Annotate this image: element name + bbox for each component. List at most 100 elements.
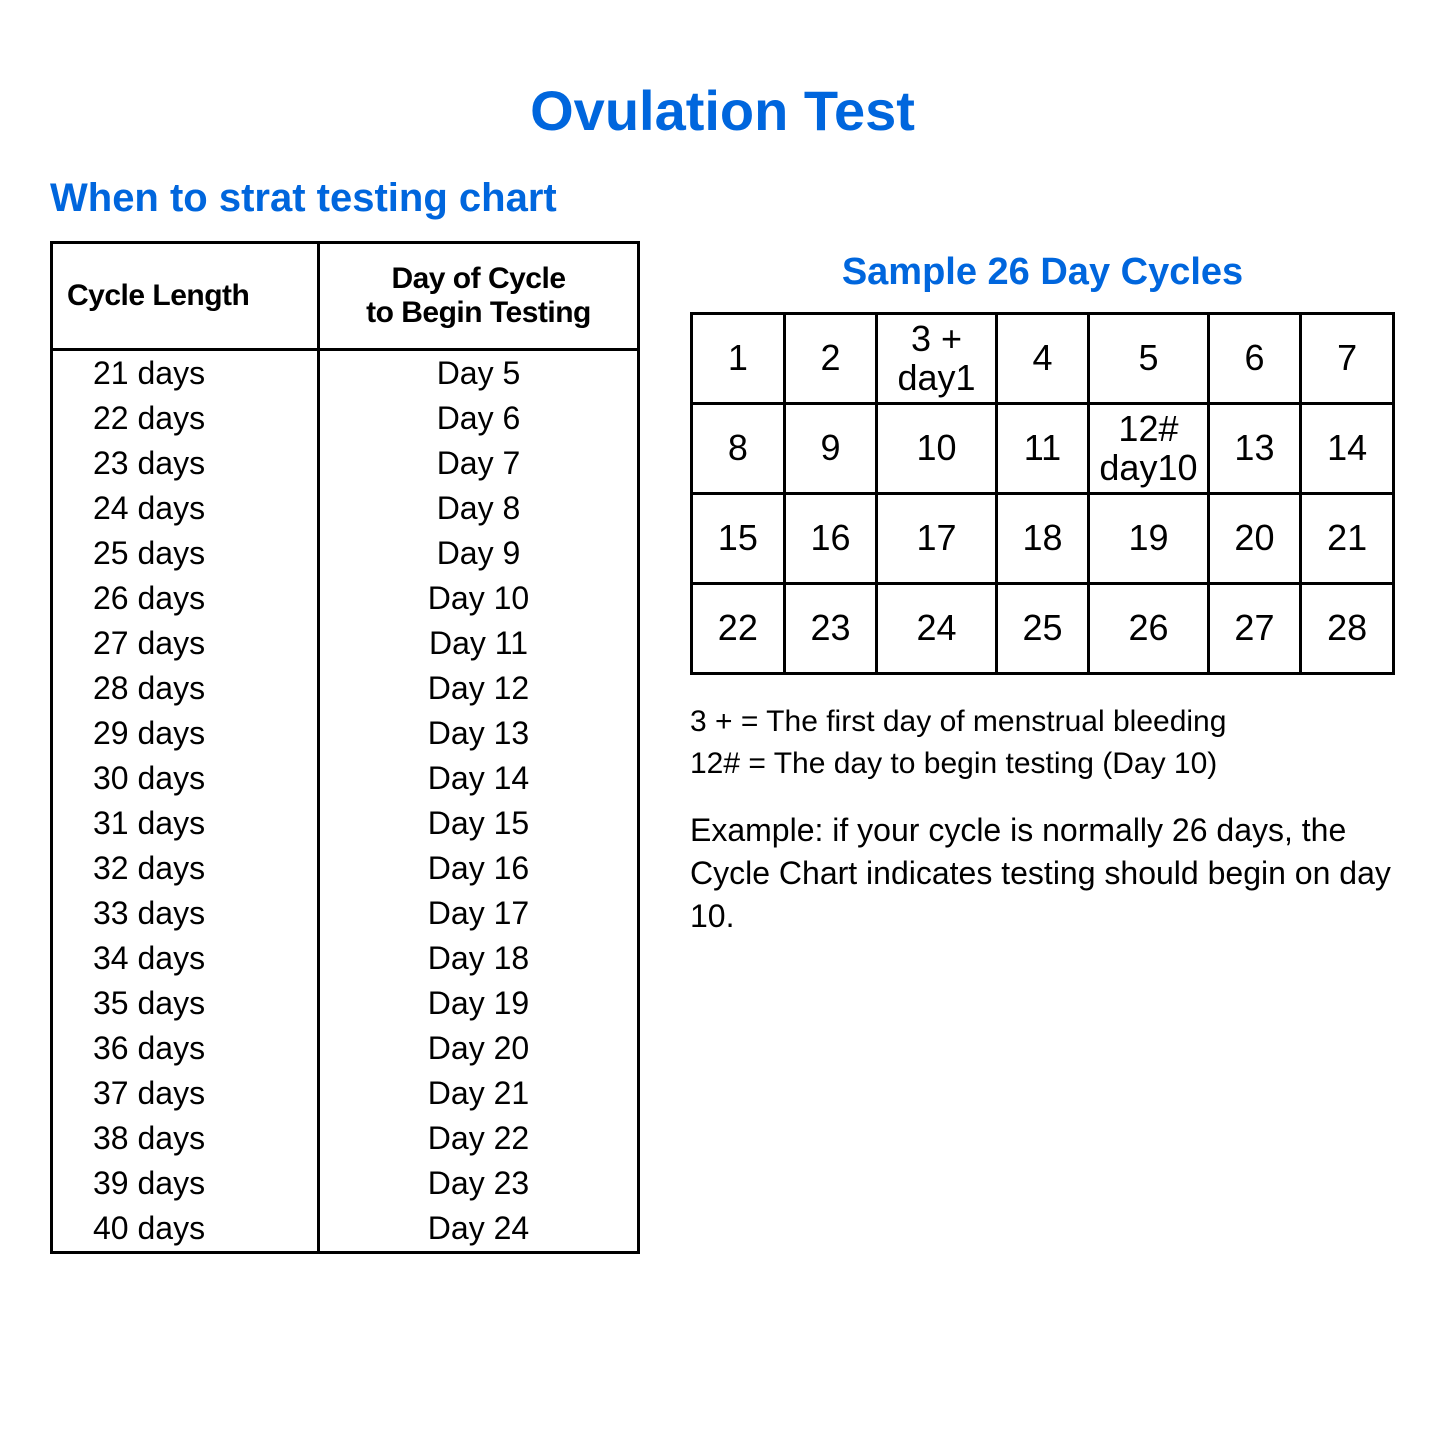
table-row: 36 daysDay 20	[52, 1026, 639, 1071]
legend-1: 3 + = The first day of menstrual bleedin…	[690, 705, 1395, 739]
content-row: Cycle Length Day of Cycle to Begin Testi…	[50, 241, 1395, 1254]
calendar-cell: 13	[1208, 403, 1301, 493]
cycle-length-cell: 27 days	[52, 621, 319, 666]
calendar-cell: 18	[996, 493, 1089, 583]
sample-calendar: 123 +day1456789101112#day1013 1 4 151617181…	[690, 312, 1395, 675]
cycle-length-cell: 40 days	[52, 1206, 319, 1253]
begin-day-cell: Day 12	[318, 666, 638, 711]
cycle-length-cell: 25 days	[52, 531, 319, 576]
begin-day-cell: Day 13	[318, 711, 638, 756]
calendar-cell: 3 +day1	[877, 313, 996, 403]
cycle-length-cell: 35 days	[52, 981, 319, 1026]
cycle-length-cell: 38 days	[52, 1116, 319, 1161]
calendar-cell: 1	[692, 313, 785, 403]
calendar-cell: 20	[1208, 493, 1301, 583]
begin-day-cell: Day 8	[318, 486, 638, 531]
cycle-length-cell: 30 days	[52, 756, 319, 801]
table-row: 25 daysDay 9	[52, 531, 639, 576]
cycle-length-cell: 32 days	[52, 846, 319, 891]
cycle-length-cell: 37 days	[52, 1071, 319, 1116]
calendar-row: 123 +day14567	[692, 313, 1394, 403]
cycle-length-cell: 34 days	[52, 936, 319, 981]
begin-day-cell: Day 23	[318, 1161, 638, 1206]
table-row: 23 daysDay 7	[52, 441, 639, 486]
table-row: 22 daysDay 6	[52, 396, 639, 441]
calendar-cell: 25	[996, 583, 1089, 673]
cycle-table-container: Cycle Length Day of Cycle to Begin Testi…	[50, 241, 640, 1254]
cycle-length-cell: 39 days	[52, 1161, 319, 1206]
calendar-cell: 6	[1208, 313, 1301, 403]
calendar-row: 22232425262728	[692, 583, 1394, 673]
begin-day-cell: Day 17	[318, 891, 638, 936]
begin-day-cell: Day 9	[318, 531, 638, 576]
calendar-cell: 9	[784, 403, 877, 493]
calendar-cell: 23	[784, 583, 877, 673]
calendar-cell: 8	[692, 403, 785, 493]
table-row: 32 daysDay 16	[52, 846, 639, 891]
calendar-cell: 15	[692, 493, 785, 583]
cycle-length-cell: 28 days	[52, 666, 319, 711]
begin-day-cell: Day 11	[318, 621, 638, 666]
begin-day-cell: Day 6	[318, 396, 638, 441]
table-row: 28 daysDay 12	[52, 666, 639, 711]
begin-day-cell: Day 20	[318, 1026, 638, 1071]
calendar-cell: 28	[1301, 583, 1394, 673]
table-row: 38 daysDay 22	[52, 1116, 639, 1161]
cycle-table-header-length: Cycle Length	[52, 242, 319, 349]
calendar-row: 89101112#day101314	[692, 403, 1394, 493]
page-title: Ovulation Test	[50, 78, 1395, 143]
calendar-cell: 27	[1208, 583, 1301, 673]
calendar-cell: 24	[877, 583, 996, 673]
table-row: 34 daysDay 18	[52, 936, 639, 981]
cycle-length-cell: 31 days	[52, 801, 319, 846]
calendar-cell: 5	[1089, 313, 1208, 403]
cycle-length-cell: 33 days	[52, 891, 319, 936]
table-row: 35 daysDay 19	[52, 981, 639, 1026]
table-row: 21 daysDay 5	[52, 349, 639, 396]
begin-day-cell: Day 22	[318, 1116, 638, 1161]
cycle-table-header-day: Day of Cycle to Begin Testing	[318, 242, 638, 349]
calendar-cell: 11	[996, 403, 1089, 493]
table-row: 40 daysDay 24	[52, 1206, 639, 1253]
calendar-cell: 4	[996, 313, 1089, 403]
cycle-length-cell: 36 days	[52, 1026, 319, 1071]
legend-2: 12# = The day to begin testing (Day 10)	[690, 747, 1395, 781]
cycle-length-cell: 22 days	[52, 396, 319, 441]
begin-day-cell: Day 14	[318, 756, 638, 801]
cycle-length-table: Cycle Length Day of Cycle to Begin Testi…	[50, 241, 640, 1254]
table-row: 30 daysDay 14	[52, 756, 639, 801]
begin-day-cell: Day 5	[318, 349, 638, 396]
cycle-length-cell: 24 days	[52, 486, 319, 531]
calendar-cell: 10	[877, 403, 996, 493]
cycle-length-cell: 26 days	[52, 576, 319, 621]
calendar-cell: 2	[784, 313, 877, 403]
cycle-length-cell: 29 days	[52, 711, 319, 756]
sample-container: Sample 26 Day Cycles 123 +day14567891011…	[690, 241, 1395, 939]
table-row: 31 daysDay 15	[52, 801, 639, 846]
table-row: 24 daysDay 8	[52, 486, 639, 531]
begin-day-cell: Day 7	[318, 441, 638, 486]
cycle-length-cell: 23 days	[52, 441, 319, 486]
begin-day-cell: Day 16	[318, 846, 638, 891]
begin-day-cell: Day 18	[318, 936, 638, 981]
begin-day-cell: Day 15	[318, 801, 638, 846]
calendar-cell: 7	[1301, 313, 1394, 403]
table-row: 27 daysDay 11	[52, 621, 639, 666]
calendar-cell: 12#day10	[1089, 403, 1208, 493]
example-text: Example: if your cycle is normally 26 da…	[690, 809, 1395, 939]
begin-day-cell: Day 21	[318, 1071, 638, 1116]
calendar-cell: 21	[1301, 493, 1394, 583]
table-row: 29 daysDay 13	[52, 711, 639, 756]
calendar-row: 15161718192021	[692, 493, 1394, 583]
chart-subtitle: When to strat testing chart	[50, 176, 1395, 221]
begin-day-cell: Day 24	[318, 1206, 638, 1253]
table-row: 33 daysDay 17	[52, 891, 639, 936]
begin-day-cell: Day 10	[318, 576, 638, 621]
calendar-cell: 17	[877, 493, 996, 583]
calendar-cell: 19	[1089, 493, 1208, 583]
calendar-cell: 22	[692, 583, 785, 673]
table-row: 39 daysDay 23	[52, 1161, 639, 1206]
table-row: 26 daysDay 10	[52, 576, 639, 621]
table-row: 37 daysDay 21	[52, 1071, 639, 1116]
begin-day-cell: Day 19	[318, 981, 638, 1026]
